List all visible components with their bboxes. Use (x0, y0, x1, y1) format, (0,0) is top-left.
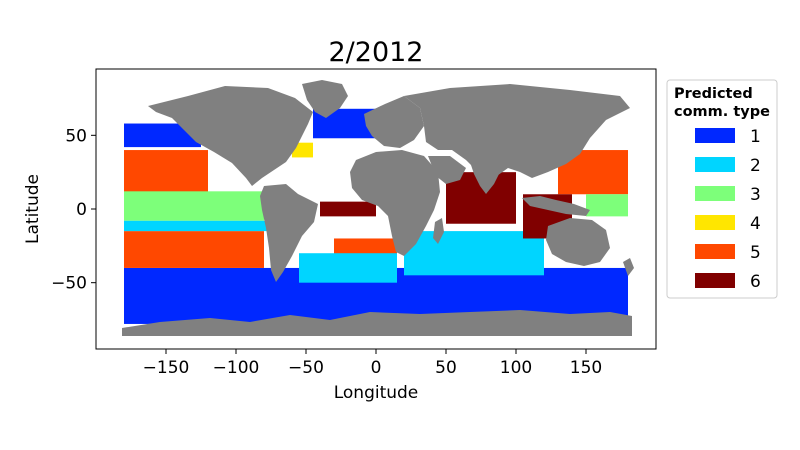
y-tick-label: 50 (65, 126, 87, 146)
legend-swatch-6 (695, 273, 735, 288)
x-tick-label: 100 (500, 358, 532, 378)
community-6-region-15 (320, 201, 376, 217)
community-2-region-11 (299, 253, 397, 283)
legend-label-2: 2 (750, 156, 761, 176)
greenland-land (302, 80, 348, 118)
legend-swatch-5 (695, 244, 735, 259)
x-tick-label: 150 (570, 358, 602, 378)
asia-land (404, 84, 630, 186)
land-layer (122, 80, 634, 336)
x-axis-label: Longitude (334, 383, 419, 403)
legend-label-4: 4 (750, 214, 761, 234)
x-axis: −150 −100 −50 0 50 100 150 (143, 349, 602, 378)
community-1-region-1 (124, 123, 201, 148)
japan-land (572, 132, 584, 152)
community-3-region-9 (586, 194, 628, 217)
x-tick-label: −150 (143, 358, 190, 378)
y-axis-label: Latitude (23, 174, 43, 244)
community-3-region-8 (124, 191, 264, 221)
madagascar-land (433, 218, 444, 244)
antarctica-land (122, 310, 632, 336)
plot-area (122, 80, 634, 336)
community-5-region-4 (124, 231, 264, 268)
legend-swatch-2 (695, 157, 735, 172)
x-tick-label: −50 (288, 358, 324, 378)
north-america-land (148, 86, 313, 186)
y-tick-label: 0 (76, 200, 87, 220)
community-2-region-10 (124, 220, 271, 232)
new-zealand-land (623, 258, 634, 276)
australia-land (546, 218, 610, 266)
legend-title-line1: Predicted (674, 86, 753, 102)
community-2-region-12 (404, 231, 544, 276)
legend-title-line2: comm. type (674, 104, 770, 120)
legend-label-6: 6 (750, 272, 761, 292)
y-tick-label: −50 (51, 274, 87, 294)
community-5-region-3 (124, 150, 208, 195)
chart-title: 2/2012 (329, 37, 424, 68)
indonesia-land (522, 196, 590, 216)
community-4-region-16 (292, 142, 313, 158)
europe-land (364, 96, 424, 148)
x-tick-label: 0 (371, 358, 382, 378)
y-axis: 50 0 −50 (51, 126, 96, 294)
legend-swatch-1 (695, 128, 735, 143)
south-america-land (260, 184, 318, 282)
x-tick-label: −100 (213, 358, 260, 378)
legend-entries: 1 2 3 4 5 6 (695, 127, 761, 292)
legend-label-5: 5 (750, 243, 761, 263)
legend-label-1: 1 (750, 127, 761, 147)
x-tick-label: 50 (435, 358, 457, 378)
legend: Predicted comm. type 1 2 3 4 5 6 (666, 79, 778, 299)
africa-land (350, 150, 440, 256)
legend-swatch-3 (695, 186, 735, 201)
legend-label-3: 3 (750, 185, 761, 205)
legend-swatch-4 (695, 215, 735, 230)
arabia-land (428, 156, 466, 184)
india-land (470, 160, 502, 194)
